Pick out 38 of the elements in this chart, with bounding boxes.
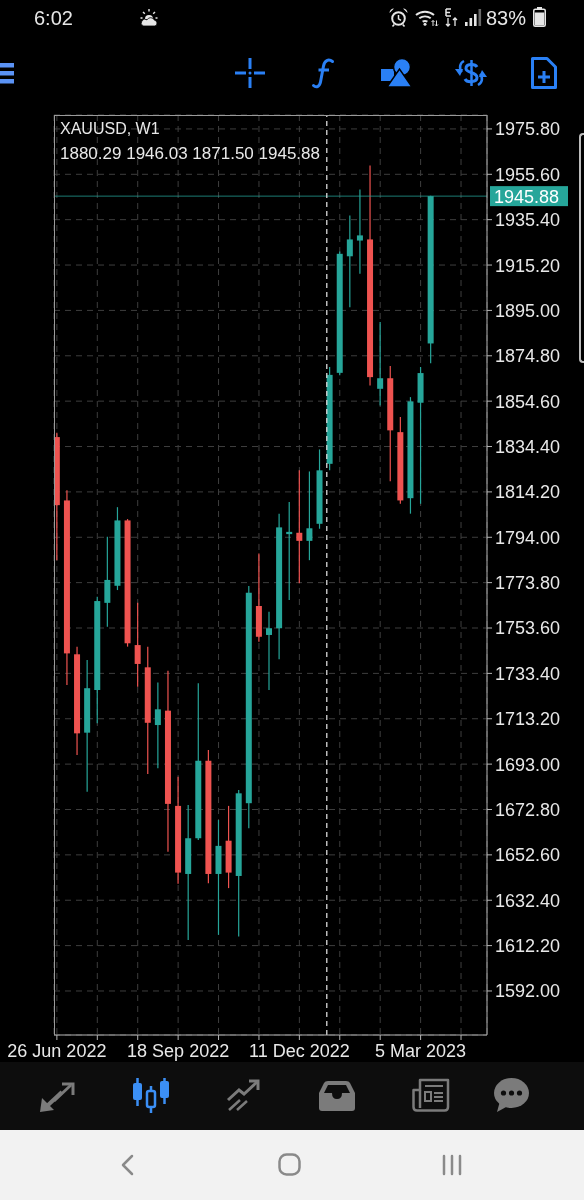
y-tick-label: 1955.60 (495, 164, 561, 185)
text: 6:02 (34, 6, 73, 31)
y-tick-label: 1874.80 (495, 346, 561, 367)
y-tick-label: 1672.80 (495, 799, 561, 820)
candlestick (306, 470, 313, 561)
y-tick-label: 1773.80 (495, 573, 561, 594)
y-tick-label: 1854.60 (495, 391, 561, 412)
y-tick-label: 1794.00 (495, 527, 561, 548)
y-tick-label: 1713.20 (495, 709, 561, 730)
ref-line-label: 1945.88 (494, 186, 560, 207)
y-tick-label: 1895.00 (495, 300, 561, 321)
y-tick-label: 1693.00 (495, 754, 561, 775)
candlestick (296, 469, 303, 584)
y-tick-label: 1592.00 (495, 981, 561, 1002)
candlestick (154, 681, 161, 769)
chart-title: XAUUSD, W1 (60, 119, 160, 139)
y-tick-label: 1935.40 (495, 210, 561, 231)
x-tick-label: 5 Mar 2023 (375, 1040, 467, 1061)
y-tick-label: 1652.60 (495, 845, 561, 866)
x-tick-label: 26 Jun 2022 (7, 1040, 107, 1061)
y-tick-label: 1915.20 (495, 255, 561, 276)
y-tick-label: 1733.40 (495, 663, 561, 684)
candlestick (134, 602, 141, 688)
y-tick-label: 1612.20 (495, 936, 561, 957)
y-tick-label: 1975.80 (495, 119, 561, 140)
text: 1880.29 1946.03 1871.50 1945.88 (60, 144, 320, 164)
x-tick-label: 18 Sep 2022 (127, 1040, 230, 1061)
y-tick-label: 1753.60 (495, 618, 561, 639)
candlestick (346, 214, 353, 308)
candlestick (104, 536, 111, 628)
candlestick (377, 321, 384, 407)
candlestick (286, 501, 293, 601)
x-tick-label: 11 Dec 2022 (248, 1040, 350, 1061)
y-tick-label: 1834.40 (495, 437, 561, 457)
y-tick-label: 1632.40 (495, 890, 561, 911)
text: 83% (486, 6, 527, 31)
y-tick-label: 1814.20 (495, 482, 561, 503)
candlestick (266, 611, 273, 691)
